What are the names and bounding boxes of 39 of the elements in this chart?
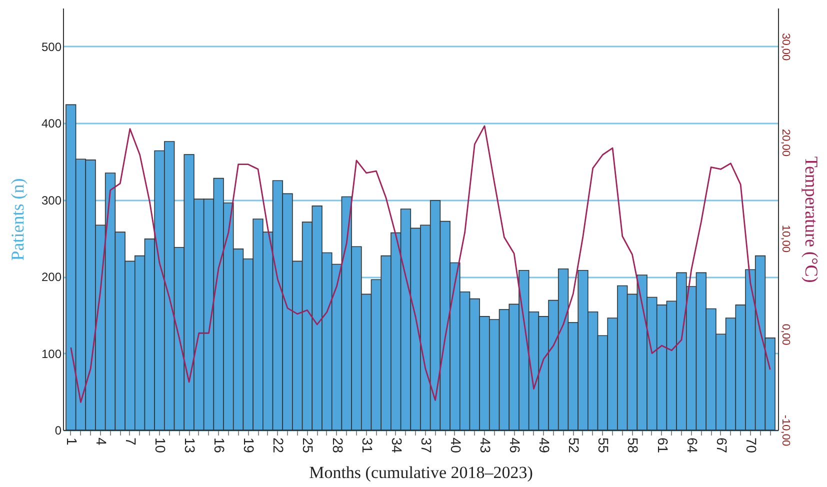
x-tick-label: 43 [478,438,494,454]
y-axis-title: Patients (n) [7,178,28,261]
x-tick-label: 40 [448,438,464,454]
x-tick-label: 19 [241,438,258,454]
x-tick-label: 1 [64,438,80,446]
x-tick-label: 7 [122,438,139,446]
x-tick-label: 55 [596,438,612,454]
x-tick-label: 10 [152,438,169,454]
y-tick-label: 500 [41,40,62,54]
x-tick-label: 31 [359,438,376,454]
y2-tick-label: 20,00 [780,129,792,157]
x-tick-label: 49 [536,438,553,454]
y-tick-label: 200 [41,270,62,284]
y-tick-label: 400 [41,116,62,131]
x-tick-label: 4 [93,438,110,446]
x-tick-label: 67 [714,438,730,454]
x-tick-label: 52 [566,438,582,454]
line-series [70,125,771,403]
x-tick-label: 13 [182,438,198,454]
y-tick-label: 100 [41,346,62,361]
x-tick-label: 58 [625,438,642,454]
y2-tick-label: 10,00 [780,224,792,252]
x-tick-label: 16 [212,438,228,454]
x-tick-label: 25 [300,438,316,454]
x-tick-label: 22 [270,438,287,454]
x-tick-label: 46 [507,438,524,454]
y2-axis-title: Temperature (°C) [802,156,822,283]
y2-tick-label: 0,00 [780,324,792,346]
x-tick-label: 28 [330,438,346,454]
y-tick-label: 0 [54,424,62,438]
x-tick-label: 37 [418,438,434,454]
y2-tick-label: 30,00 [780,33,792,61]
x-tick-label: 61 [654,438,671,454]
x-tick-label: 34 [388,438,405,454]
x-tick-label: 70 [743,438,760,454]
y-tick-label: 300 [41,193,62,208]
x-axis-title: Months (cumulative 2018–2023) [309,463,533,482]
x-tick-label: 64 [684,438,700,454]
y2-tick-label: -10,00 [780,414,792,446]
